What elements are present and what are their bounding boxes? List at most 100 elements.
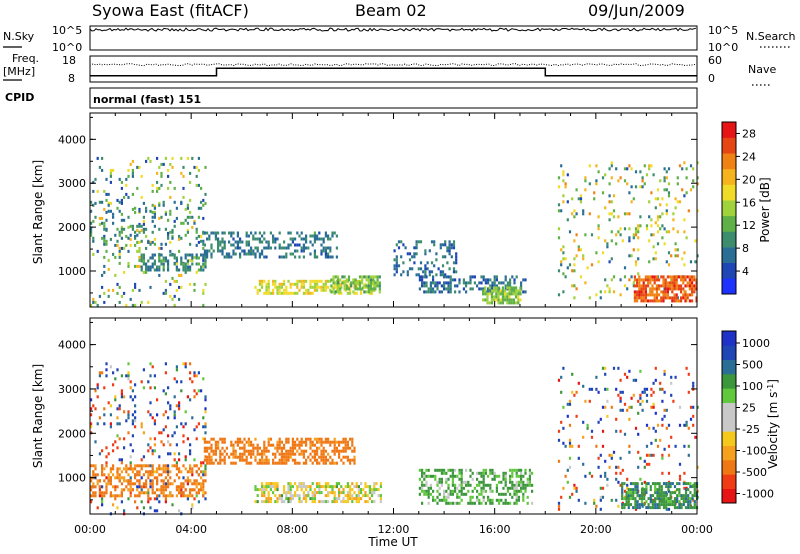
data-cell [171, 234, 174, 238]
data-cell [258, 282, 261, 286]
data-cell [636, 503, 639, 507]
data-cell [625, 491, 628, 495]
data-cell [650, 387, 653, 391]
data-cell [678, 500, 681, 504]
data-cell [511, 468, 514, 472]
data-cell [669, 491, 672, 495]
data-cell [493, 275, 496, 279]
data-cell [661, 423, 664, 427]
data-cell [267, 243, 270, 247]
data-cell [447, 287, 450, 291]
data-cell [169, 195, 172, 199]
data-cell [662, 506, 666, 510]
data-cell [221, 446, 224, 450]
data-cell [606, 245, 609, 249]
data-cell [184, 262, 187, 266]
data-cell [652, 233, 655, 237]
data-cell [208, 249, 211, 253]
data-cell [508, 292, 511, 296]
data-cell [125, 464, 128, 468]
data-cell [498, 480, 501, 484]
data-cell [142, 201, 145, 205]
data-cell [637, 236, 640, 240]
data-cell [278, 440, 281, 444]
data-cell [562, 366, 565, 370]
colorbar-swatch [722, 262, 736, 279]
data-cell [316, 255, 319, 259]
data-cell [178, 407, 181, 411]
data-cell [432, 495, 435, 499]
data-cell [283, 288, 286, 292]
data-cell [322, 246, 325, 250]
data-cell [254, 500, 257, 504]
data-cell [167, 467, 170, 471]
data-cell [140, 425, 143, 429]
data-cell [90, 488, 93, 492]
colorbar-swatch [722, 278, 736, 295]
data-cell [455, 270, 458, 274]
data-cell [289, 449, 292, 453]
data-cell [531, 471, 534, 475]
data-cell [686, 284, 689, 288]
data-cell [151, 262, 154, 266]
data-cell [123, 437, 126, 441]
data-cell [138, 230, 141, 234]
data-cell [302, 243, 305, 247]
data-cell [665, 203, 668, 207]
data-cell [682, 494, 685, 498]
data-cell [655, 296, 658, 300]
data-cell [261, 494, 264, 498]
data-cell [327, 485, 330, 489]
data-cell [604, 471, 607, 475]
data-cell [153, 212, 156, 216]
data-cell [138, 255, 141, 259]
data-cell [149, 362, 152, 366]
data-cell [300, 500, 303, 504]
data-cell [452, 240, 456, 244]
data-cell [160, 215, 163, 219]
data-cell [663, 408, 666, 412]
data-cell [103, 236, 106, 240]
data-cell [149, 159, 152, 163]
data-cell [228, 240, 231, 244]
data-cell [495, 486, 498, 490]
data-cell [202, 291, 205, 295]
data-cell [423, 275, 426, 279]
data-cell [434, 477, 437, 481]
data-cell [191, 503, 194, 507]
data-cell [595, 387, 598, 391]
data-cell [560, 375, 563, 379]
data-cell [349, 494, 352, 498]
data-cell [654, 438, 657, 442]
data-cell [167, 174, 170, 178]
data-cell [316, 458, 319, 462]
data-cell [129, 464, 132, 468]
data-cell [109, 470, 112, 474]
data-cell [421, 486, 424, 490]
data-cell [688, 278, 691, 282]
data-cell [528, 471, 531, 475]
data-cell [123, 227, 126, 231]
data-cell [360, 497, 363, 501]
data-cell [643, 387, 646, 391]
data-cell [311, 440, 314, 444]
data-cell [628, 444, 631, 448]
data-cell [444, 273, 447, 277]
data-cell [184, 494, 187, 498]
data-cell [140, 239, 143, 243]
data-cell [617, 504, 620, 508]
data-cell [164, 371, 167, 375]
data-cell [101, 497, 104, 501]
data-cell [261, 488, 264, 492]
data-cell [418, 275, 421, 279]
data-cell [684, 290, 687, 294]
data-cell [109, 476, 112, 480]
data-cell [675, 296, 678, 300]
data-cell [429, 284, 432, 288]
data-cell [296, 249, 299, 253]
data-cell [182, 186, 185, 190]
data-cell [557, 501, 561, 505]
data-cell [633, 290, 636, 294]
data-cell [678, 474, 682, 478]
data-cell [671, 299, 674, 303]
